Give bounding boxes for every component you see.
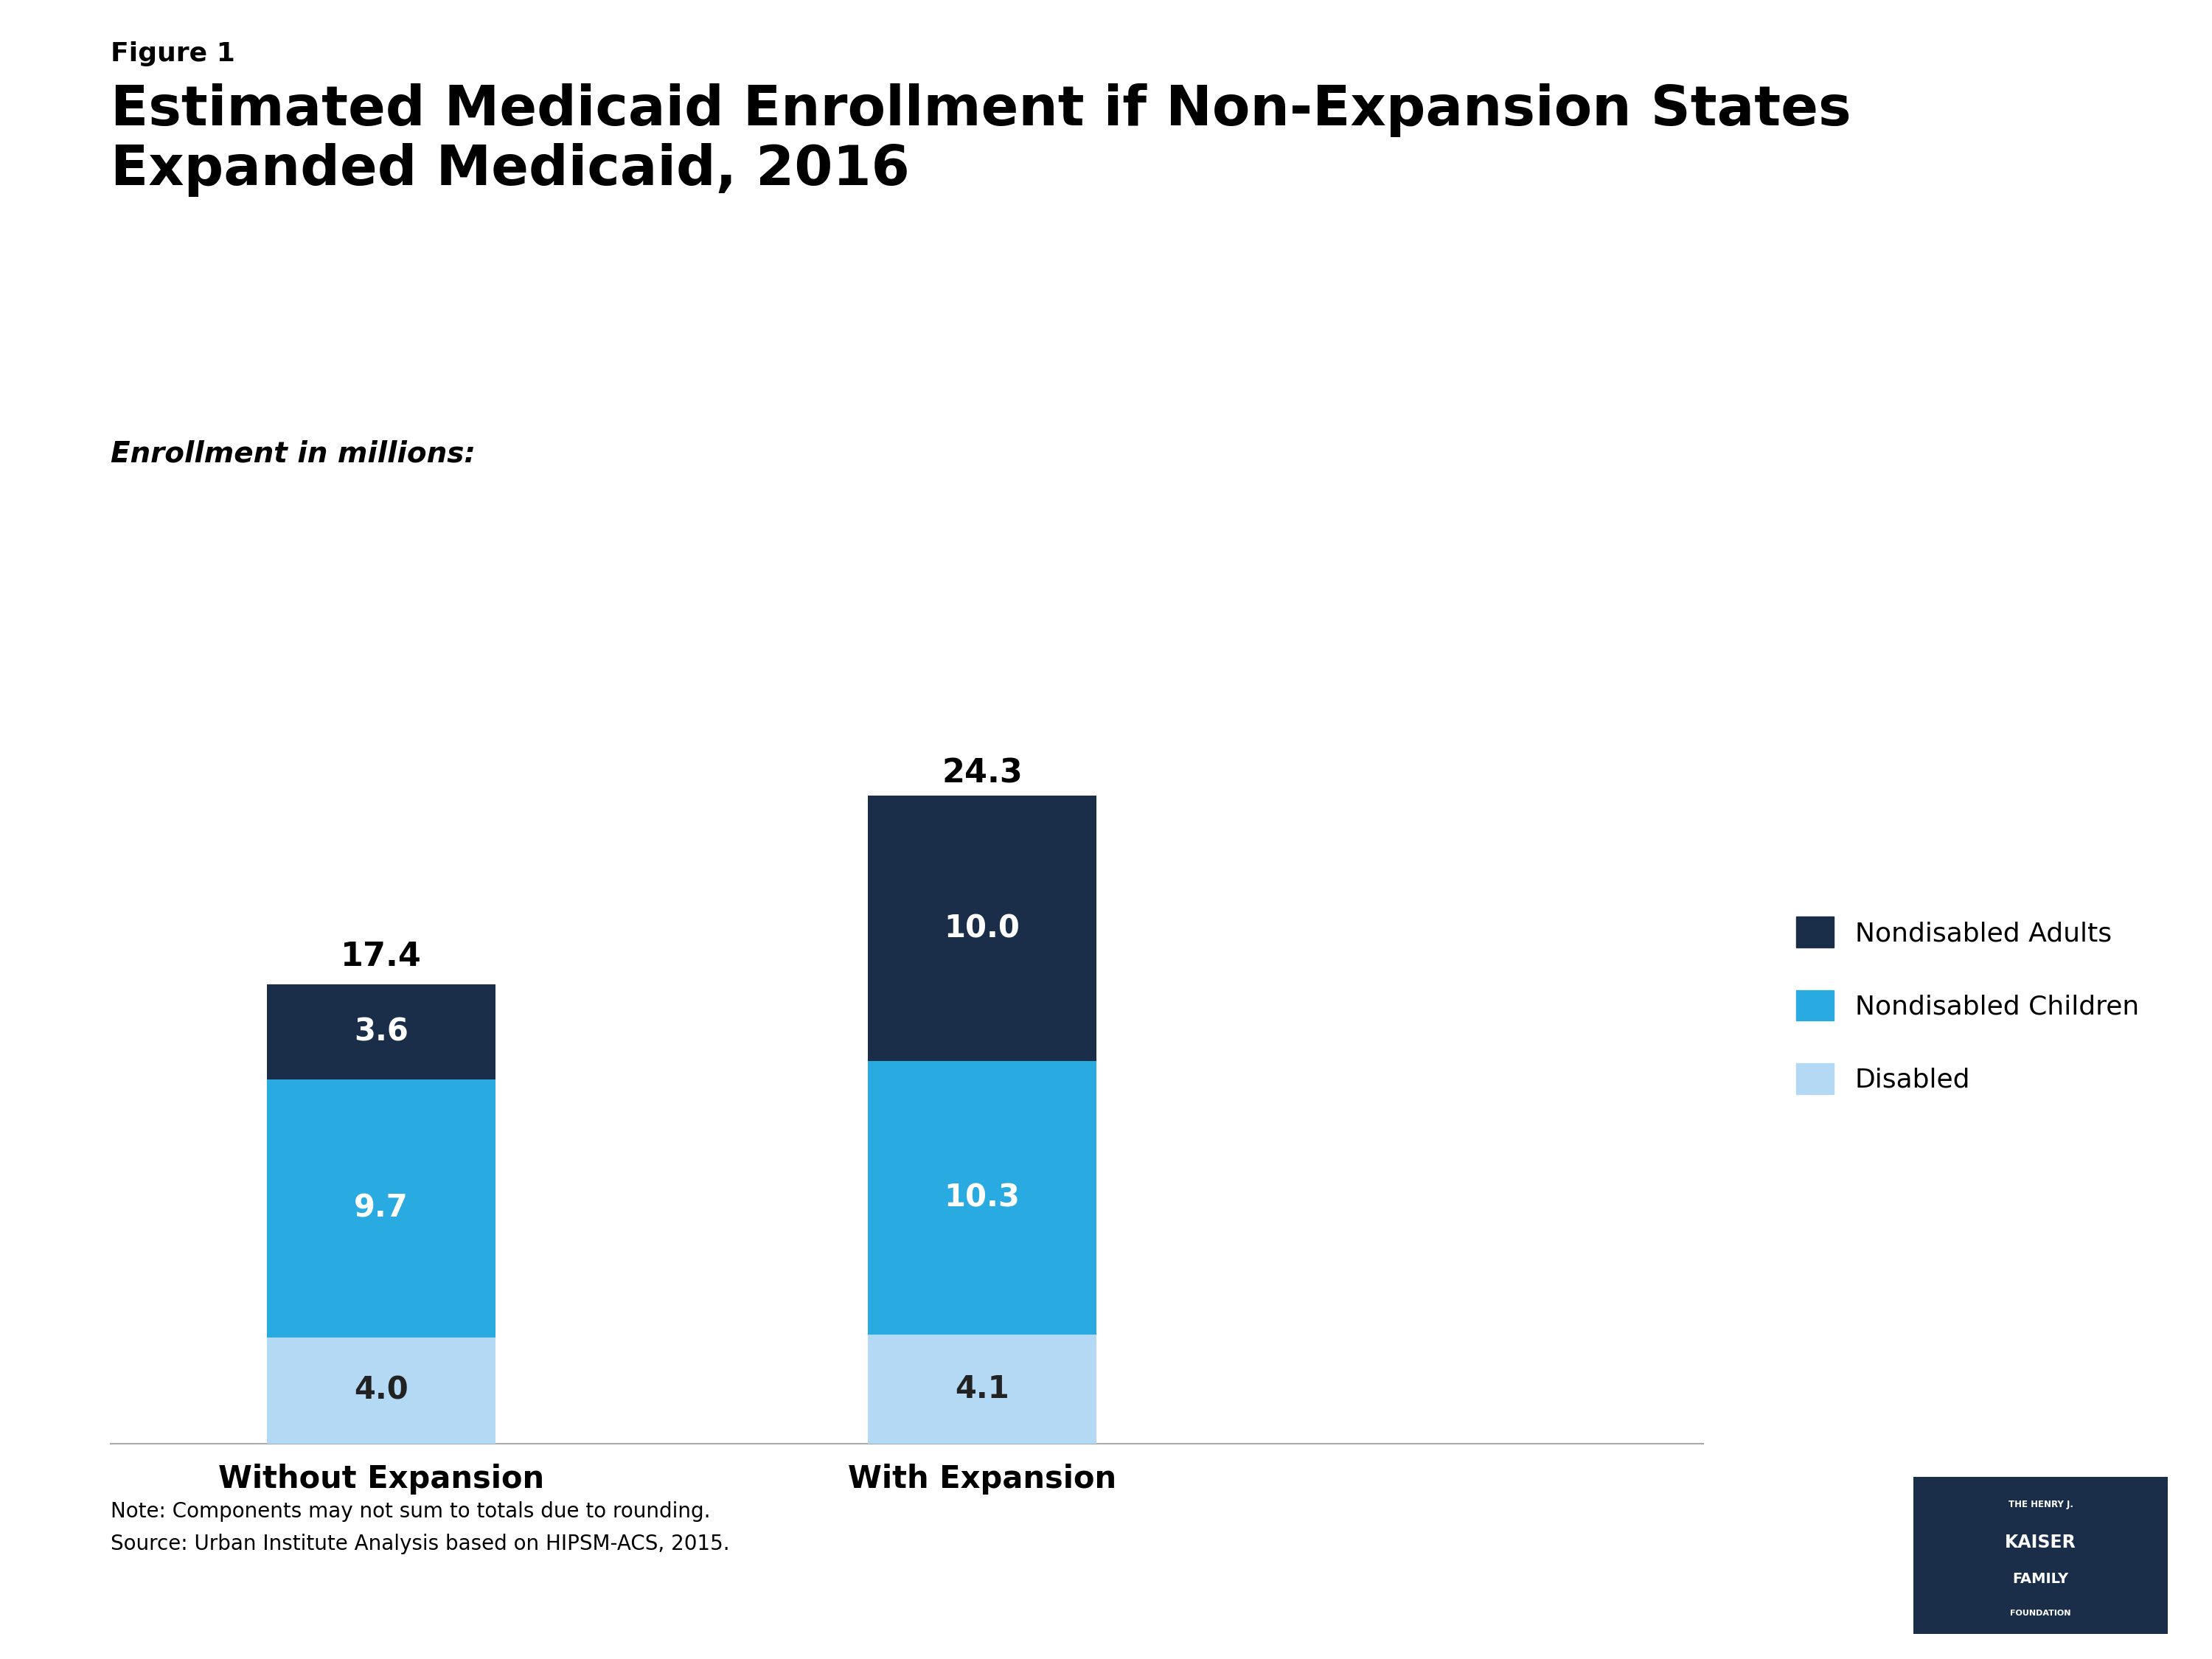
Text: 4.1: 4.1 <box>956 1374 1009 1405</box>
Text: 4.0: 4.0 <box>354 1375 409 1405</box>
Text: 9.7: 9.7 <box>354 1193 409 1224</box>
Text: 10.3: 10.3 <box>945 1183 1020 1213</box>
Text: 3.6: 3.6 <box>354 1017 409 1047</box>
Text: Estimated Medicaid Enrollment if Non-Expansion States
Expanded Medicaid, 2016: Estimated Medicaid Enrollment if Non-Exp… <box>111 83 1851 197</box>
Text: FOUNDATION: FOUNDATION <box>2011 1609 2070 1618</box>
Text: Note: Components may not sum to totals due to rounding.
Source: Urban Institute : Note: Components may not sum to totals d… <box>111 1501 730 1554</box>
Text: 17.4: 17.4 <box>341 941 422 972</box>
Text: FAMILY: FAMILY <box>2013 1573 2068 1586</box>
Bar <box>867 1334 1097 1443</box>
Text: THE HENRY J.: THE HENRY J. <box>2008 1500 2073 1510</box>
Text: Figure 1: Figure 1 <box>111 41 234 66</box>
Text: 10.0: 10.0 <box>945 912 1020 944</box>
Legend: Nondisabled Adults, Nondisabled Children, Disabled: Nondisabled Adults, Nondisabled Children… <box>1796 917 2139 1093</box>
Bar <box>268 1080 495 1337</box>
Bar <box>268 984 495 1080</box>
Bar <box>268 1337 495 1443</box>
Bar <box>867 796 1097 1062</box>
Text: Enrollment in millions:: Enrollment in millions: <box>111 440 476 468</box>
Text: 24.3: 24.3 <box>942 757 1022 790</box>
Bar <box>867 1062 1097 1334</box>
Text: KAISER: KAISER <box>2004 1535 2077 1551</box>
